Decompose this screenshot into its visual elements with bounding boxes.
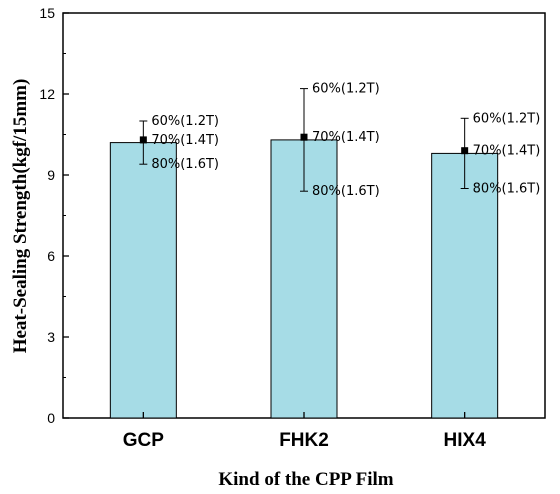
annotation-label: 80%(1.6T) xyxy=(312,184,380,199)
y-tick-label: 6 xyxy=(47,248,55,264)
annotation-label: 60%(1.2T) xyxy=(312,82,380,97)
plot-area: 0 3 6 9 12 15 GCP 60%(1.2T) 70%(1.4T) 80%(1.6T) FH… xyxy=(39,5,546,451)
y-tick-label: 9 xyxy=(47,167,55,183)
annotation-label: 70%(1.4T) xyxy=(151,133,219,148)
annotation-label: 80%(1.6T) xyxy=(473,182,541,197)
y-axis-title: Heat-Sealing Strength(kgf/15mm) xyxy=(10,79,31,354)
bar xyxy=(109,142,177,419)
y-tick-label: 0 xyxy=(47,410,55,426)
annotation-label: 70%(1.4T) xyxy=(473,144,541,159)
x-axis-title: Kind of the CPP Film xyxy=(218,469,393,490)
x-tick-label: HIX4 xyxy=(444,430,487,451)
x-tick-label: GCP xyxy=(123,430,165,451)
y-tick-label: 12 xyxy=(39,86,55,102)
annotation-label: 60%(1.2T) xyxy=(473,111,541,126)
annotation-label: 80%(1.6T) xyxy=(151,157,219,172)
mean-marker xyxy=(461,147,469,155)
y-tick-label: 3 xyxy=(47,329,55,345)
y-tick-label: 15 xyxy=(39,5,55,21)
mean-marker xyxy=(300,133,308,141)
x-tick-label: FHK2 xyxy=(279,430,329,451)
annotation-label: 60%(1.2T) xyxy=(151,114,219,129)
mean-marker xyxy=(139,136,147,144)
annotation-label: 70%(1.4T) xyxy=(312,130,380,145)
